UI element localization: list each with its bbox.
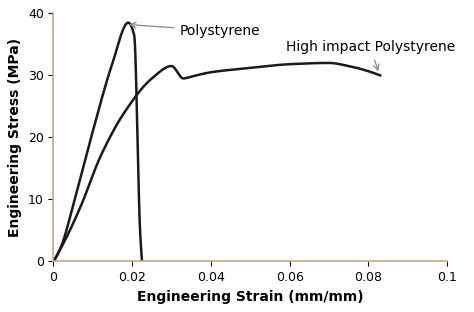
Y-axis label: Engineering Stress (MPa): Engineering Stress (MPa) — [9, 38, 22, 237]
X-axis label: Engineering Strain (mm/mm): Engineering Strain (mm/mm) — [137, 290, 364, 304]
Text: High impact Polystyrene: High impact Polystyrene — [286, 41, 455, 70]
Text: Polystyrene: Polystyrene — [130, 22, 260, 38]
